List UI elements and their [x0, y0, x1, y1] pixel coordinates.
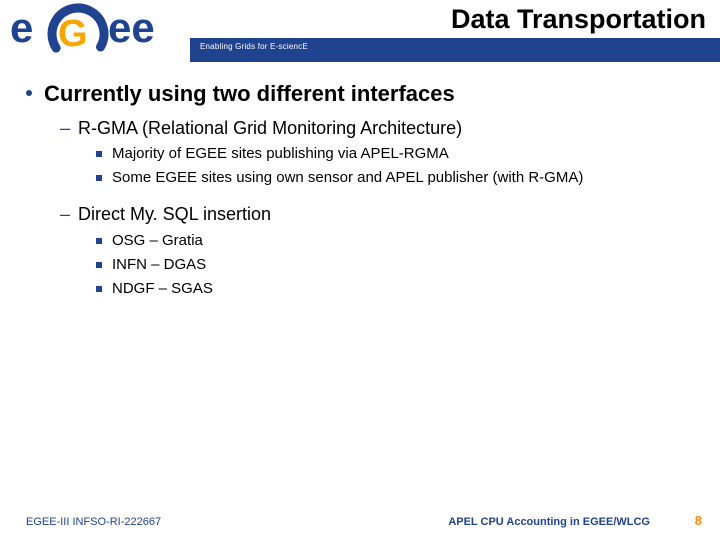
dash-icon: – — [60, 116, 70, 140]
square-icon — [96, 262, 102, 268]
square-icon — [96, 286, 102, 292]
bullet-level-3: NDGF – SGAS — [96, 279, 700, 299]
disc-icon — [26, 90, 32, 96]
svg-text:G: G — [58, 13, 88, 55]
bullet-level-2: – Direct My. SQL insertion — [60, 202, 700, 226]
bullet-level-3: OSG – Gratia — [96, 231, 700, 251]
slide: e G ee Data Transportation Enabling Grid… — [0, 0, 720, 540]
dash-icon: – — [60, 202, 70, 226]
l3-text: Some EGEE sites using own sensor and APE… — [112, 168, 583, 188]
footer-left: EGEE-III INFSO-RI-222667 — [26, 516, 161, 528]
page-number: 8 — [695, 513, 702, 528]
l3-text: INFN – DGAS — [112, 255, 206, 275]
slide-title: Data Transportation — [451, 4, 706, 35]
svg-text:ee: ee — [108, 4, 155, 51]
body: Currently using two different interfaces… — [26, 80, 700, 299]
egee-logo: e G ee — [8, 2, 178, 62]
square-icon — [96, 151, 102, 157]
l2-text: R-GMA (Relational Grid Monitoring Archit… — [78, 116, 462, 140]
bullet-level-1: Currently using two different interfaces — [26, 80, 700, 108]
l3-text: OSG – Gratia — [112, 231, 203, 251]
bullet-level-2: – R-GMA (Relational Grid Monitoring Arch… — [60, 116, 700, 140]
svg-text:e: e — [10, 4, 33, 51]
l3-text: NDGF – SGAS — [112, 279, 213, 299]
l1-text: Currently using two different interfaces — [44, 80, 455, 108]
l3-text: Majority of EGEE sites publishing via AP… — [112, 144, 449, 164]
l2-text: Direct My. SQL insertion — [78, 202, 271, 226]
square-icon — [96, 238, 102, 244]
bullet-level-3: Majority of EGEE sites publishing via AP… — [96, 144, 700, 164]
bullet-level-3: INFN – DGAS — [96, 255, 700, 275]
tagline: Enabling Grids for E-sciencE — [200, 42, 308, 51]
square-icon — [96, 175, 102, 181]
header: e G ee Data Transportation Enabling Grid… — [0, 0, 720, 66]
bullet-level-3: Some EGEE sites using own sensor and APE… — [96, 168, 700, 188]
footer-center: APEL CPU Accounting in EGEE/WLCG — [448, 516, 650, 528]
footer: EGEE-III INFSO-RI-222667 APEL CPU Accoun… — [0, 508, 720, 528]
